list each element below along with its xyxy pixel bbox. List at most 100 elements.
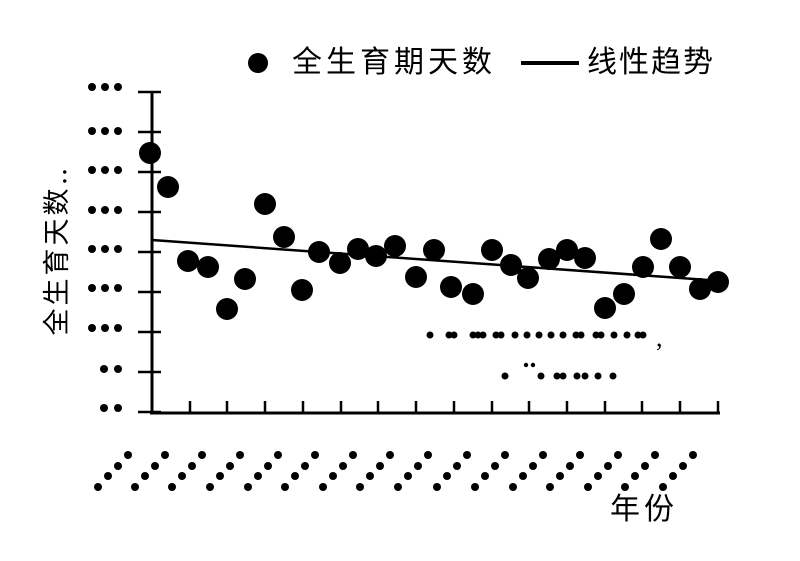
y-tick-label-dot [88,83,96,91]
x-tick-label-dot [161,451,169,459]
x-tick-label-dot [198,451,206,459]
annotation-dot [623,331,631,339]
x-tick-label-dot [621,483,629,491]
x-tick-label-dot [463,451,471,459]
x-tick-label-dot [168,483,176,491]
annotation-dot [445,331,453,339]
x-tick-label-dot [188,462,196,470]
scatter-point [405,266,427,288]
x-tick-label-dot [281,483,289,491]
x-tick-label-dot [491,462,499,470]
y-tick-label-dot [114,284,122,292]
annotation-comma: , [656,323,663,352]
x-tick-label-dot [244,483,252,491]
x-tick-label-dot [669,472,677,480]
annotation-dot [634,331,642,339]
x-tick-label-dot [356,483,364,491]
x-tick-label-dot [254,472,262,480]
x-tick-label-dot [206,483,214,491]
x-tick-label-dot [546,483,554,491]
scatter-point [347,238,369,260]
scatter-point [462,283,484,305]
x-tick-label-dot [594,472,602,480]
annotation-superscript-dot [523,362,529,368]
x-tick-label-dot [453,462,461,470]
x-tick-label-dot [604,462,612,470]
x-tick-label-dot [584,483,592,491]
x-tick-label-dot [566,462,574,470]
scatter-point [650,228,672,250]
x-tick-label-dot [291,472,299,480]
y-tick-label-dot [88,245,96,253]
scatter-point [574,247,596,269]
legend-trendline-marker-icon [521,61,579,65]
y-tick-label-dot [101,245,109,253]
annotation-dot [497,331,505,339]
x-tick-label-dot [481,472,489,480]
scatter-point [177,250,199,272]
annotation-dot [559,331,567,339]
scatter-point [216,298,238,320]
x-tick-label-dot [114,462,122,470]
annotation-dot [474,331,482,339]
x-tick-label-dot [349,451,357,459]
annotation-dot [559,372,567,380]
y-tick-label-dot [114,324,122,332]
scatter-point [291,279,313,301]
x-tick-label-dot [556,472,564,480]
y-tick-label-dot [88,206,96,214]
x-axis-title: 年份 [610,493,678,526]
scatter-point [669,256,691,278]
annotation-dot [535,331,543,339]
x-tick-label-dot [311,451,319,459]
y-tick-label-dot [114,166,122,174]
annotation-dot [592,331,600,339]
y-tick-label-dot [100,404,108,412]
x-tick-label-dot [529,462,537,470]
x-tick-label-dot [141,472,149,480]
annotation-dot [492,331,500,339]
y-tick-label-dot [88,127,96,135]
x-tick-label-dot [104,472,112,480]
annotation-dot [537,372,545,380]
x-tick-label-dot [679,462,687,470]
y-tick-label-dot [114,404,122,412]
legend-trendline-label: 线性趋势 [587,46,715,79]
y-tick-label-dot [101,324,109,332]
x-tick-label-dot [576,451,584,459]
y-tick-label-dot [88,284,96,292]
x-tick-label-dot [404,472,412,480]
annotation-dot [523,331,531,339]
annotation-dot [547,331,555,339]
scatter-point [308,241,330,263]
scatter-point [254,193,276,215]
scatter-point [234,268,256,290]
annotation-dot [573,372,581,380]
x-tick-label-dot [94,483,102,491]
y-tick-label-dot [100,365,108,373]
x-tick-label-dot [539,451,547,459]
scatter-point [613,283,635,305]
x-tick-label-dot [689,451,697,459]
scatter-point [594,297,616,319]
x-tick-label-dot [366,472,374,480]
y-tick-label-dot [101,83,109,91]
x-tick-label-dot [386,451,394,459]
scatter-point [500,254,522,276]
legend-scatter-label: 全生育期天数 [292,46,496,79]
scatter-point [329,252,351,274]
annotation-dot [609,372,617,380]
x-tick-label-dot [501,451,509,459]
y-tick-label-dot [114,365,122,373]
x-tick-label-dot [319,483,327,491]
x-tick-label-dot [264,462,272,470]
annotation-dot [501,372,509,380]
annotation-dot [594,372,602,380]
scatter-point [632,256,654,278]
annotation-dot [426,331,434,339]
scatter-point [538,248,560,270]
x-tick-label-dot [151,462,159,470]
x-tick-label-dot [631,472,639,480]
annotation-dot [479,331,487,339]
